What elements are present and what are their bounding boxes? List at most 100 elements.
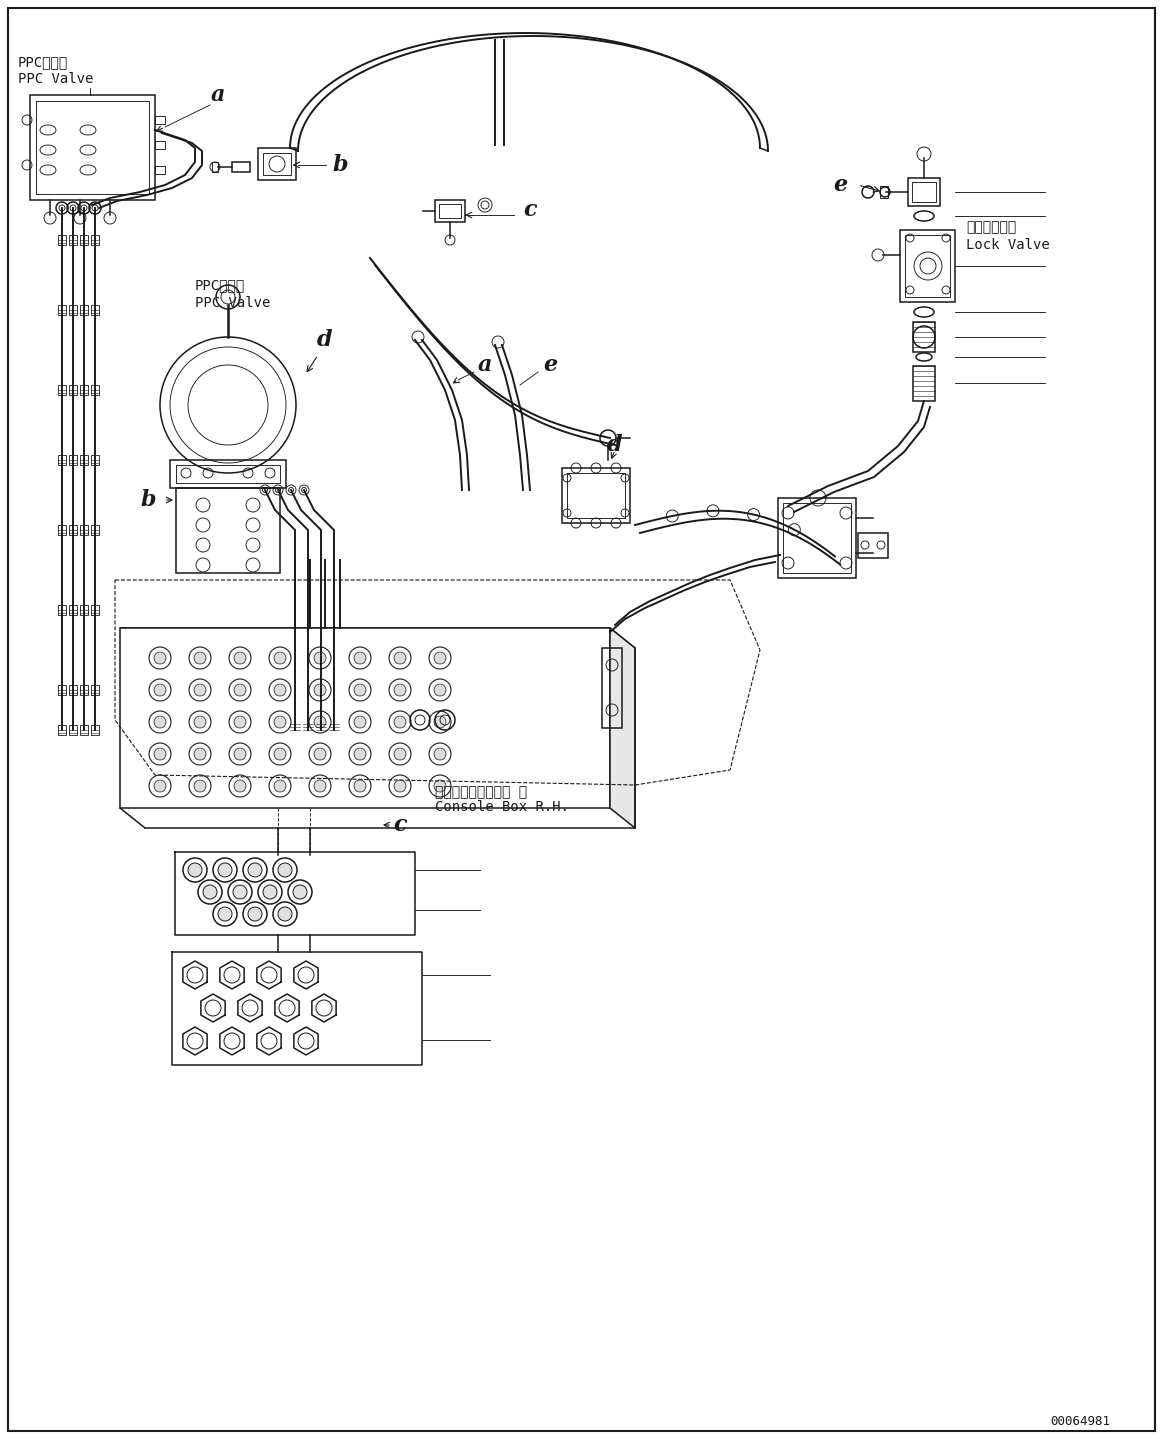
Circle shape <box>434 780 445 791</box>
Circle shape <box>309 648 331 669</box>
Circle shape <box>434 717 445 728</box>
Circle shape <box>269 679 291 701</box>
Bar <box>58 725 66 735</box>
Circle shape <box>194 748 206 760</box>
Bar <box>91 305 99 315</box>
Circle shape <box>314 684 326 696</box>
Bar <box>900 230 955 302</box>
Bar <box>80 305 88 315</box>
Circle shape <box>274 652 286 663</box>
Circle shape <box>243 902 267 927</box>
Bar <box>69 235 77 245</box>
Text: PPC Valve: PPC Valve <box>195 296 270 309</box>
Circle shape <box>314 748 326 760</box>
Circle shape <box>233 885 247 899</box>
Circle shape <box>258 881 281 904</box>
Circle shape <box>149 776 171 797</box>
Bar <box>58 386 66 394</box>
Circle shape <box>188 863 202 876</box>
Circle shape <box>234 652 247 663</box>
Circle shape <box>198 881 222 904</box>
Bar <box>290 720 300 734</box>
Circle shape <box>149 743 171 766</box>
Circle shape <box>388 776 411 797</box>
Bar <box>58 305 66 315</box>
Circle shape <box>234 684 247 696</box>
Bar <box>58 525 66 535</box>
Circle shape <box>248 907 262 921</box>
Circle shape <box>354 652 366 663</box>
Circle shape <box>194 780 206 791</box>
Circle shape <box>288 881 312 904</box>
Polygon shape <box>120 627 635 648</box>
Text: ロックバルブ: ロックバルブ <box>966 220 1016 235</box>
Text: c: c <box>523 199 537 222</box>
Circle shape <box>154 684 166 696</box>
Circle shape <box>309 679 331 701</box>
Bar <box>263 153 291 176</box>
Bar <box>80 525 88 535</box>
Bar <box>908 178 940 206</box>
Circle shape <box>429 711 451 732</box>
Bar <box>80 235 88 245</box>
Circle shape <box>434 748 445 760</box>
Bar <box>80 725 88 735</box>
Text: Lock Valve: Lock Valve <box>966 237 1050 252</box>
Circle shape <box>190 648 211 669</box>
Circle shape <box>154 748 166 760</box>
Bar <box>58 455 66 465</box>
Circle shape <box>314 780 326 791</box>
Bar <box>91 725 99 735</box>
Circle shape <box>234 748 247 760</box>
Circle shape <box>149 679 171 701</box>
Text: a: a <box>211 83 226 106</box>
Circle shape <box>274 780 286 791</box>
Circle shape <box>154 780 166 791</box>
Bar <box>69 725 77 735</box>
Circle shape <box>269 711 291 732</box>
Bar <box>435 200 465 222</box>
Circle shape <box>394 684 406 696</box>
Bar <box>905 235 950 296</box>
Bar <box>912 181 936 201</box>
Circle shape <box>194 652 206 663</box>
Bar <box>913 366 935 401</box>
Text: a: a <box>478 354 492 376</box>
Bar <box>91 685 99 695</box>
Bar <box>155 141 165 150</box>
Text: d: d <box>317 330 333 351</box>
Circle shape <box>314 717 326 728</box>
Circle shape <box>349 776 371 797</box>
Bar <box>155 117 165 124</box>
Circle shape <box>434 652 445 663</box>
Circle shape <box>194 717 206 728</box>
Circle shape <box>309 776 331 797</box>
Circle shape <box>429 743 451 766</box>
Bar <box>329 720 338 734</box>
Circle shape <box>274 684 286 696</box>
Circle shape <box>278 863 292 876</box>
Circle shape <box>354 684 366 696</box>
Bar <box>30 95 155 200</box>
Text: c: c <box>393 814 407 836</box>
Text: b: b <box>141 489 156 511</box>
Circle shape <box>190 776 211 797</box>
Circle shape <box>204 885 217 899</box>
Text: Console Box R.H.: Console Box R.H. <box>435 800 569 814</box>
Bar <box>778 498 856 578</box>
Circle shape <box>228 881 252 904</box>
Circle shape <box>274 717 286 728</box>
Circle shape <box>149 648 171 669</box>
Circle shape <box>429 679 451 701</box>
Circle shape <box>278 907 292 921</box>
Circle shape <box>429 648 451 669</box>
Bar <box>80 455 88 465</box>
Circle shape <box>190 711 211 732</box>
Circle shape <box>309 743 331 766</box>
Circle shape <box>349 743 371 766</box>
Circle shape <box>388 679 411 701</box>
Bar <box>58 604 66 614</box>
Circle shape <box>229 648 251 669</box>
Bar <box>155 165 165 174</box>
Bar <box>91 235 99 245</box>
